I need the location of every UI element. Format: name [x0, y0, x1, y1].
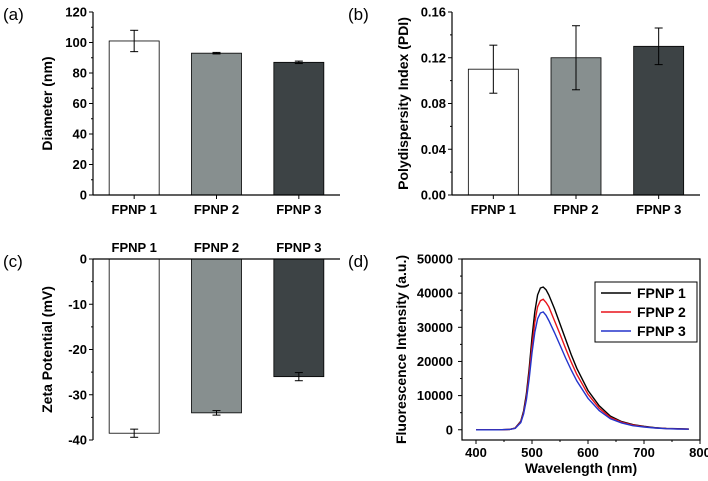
legend-label-1: FPNP 1 — [637, 285, 686, 301]
chart-panel-c: FPNP 1 FPNP 2 FPNP 3 0 -10 -20 -30 -40 Zeta Pote… — [3, 240, 340, 448]
x-tick-label-2: FPNP 2 — [194, 202, 239, 217]
y-tick-label-5: 0.16 — [421, 5, 446, 20]
x-tick-label-2: FPNP 2 — [553, 202, 598, 217]
x-tick-label-4: 700 — [633, 445, 655, 460]
bar-1 — [108, 258, 160, 434]
y-tick-label-2: -10 — [68, 297, 87, 312]
legend-label-3: FPNP 3 — [637, 323, 686, 339]
bar-1 — [108, 40, 160, 196]
chart-panel-d: 400 500 600 700 800 0 10000 20000 30000 40000 5000… — [348, 252, 708, 477]
y-tick-label-6: 50000 — [417, 252, 453, 267]
x-tick-label-1: FPNP 1 — [471, 202, 516, 217]
y-tick-label-3: -20 — [68, 342, 87, 357]
y-axis-title: Zeta Potential (mV) — [39, 286, 55, 413]
x-tick-label-1: FPNP 1 — [112, 240, 157, 255]
y-tick-label-4: 60 — [73, 96, 87, 111]
y-tick-label-5: 80 — [73, 66, 87, 81]
x-tick-label-3: FPNP 3 — [276, 240, 321, 255]
x-tick-label-3: FPNP 3 — [276, 202, 321, 217]
panel-label: (b) — [348, 5, 369, 24]
y-tick-label-2: 20 — [73, 157, 87, 172]
y-axis-title: Fluorescence Intensity (a.u.) — [393, 255, 409, 444]
bar-3 — [273, 258, 325, 378]
y-tick-label-4: -30 — [68, 387, 87, 402]
y-tick-label-1: 0 — [80, 252, 87, 267]
y-tick-label-2: 10000 — [417, 388, 453, 403]
x-tick-label-5: 800 — [689, 445, 708, 460]
y-tick-label-6: 100 — [65, 35, 87, 50]
y-tick-label-3: 20000 — [417, 354, 453, 369]
panel-label: (a) — [3, 5, 24, 24]
bar-2 — [191, 52, 242, 196]
panel-label: (d) — [348, 252, 369, 271]
x-tick-label-2: 500 — [521, 445, 543, 460]
bar-3 — [633, 45, 685, 196]
y-tick-label-2: 0.04 — [421, 142, 447, 157]
plot-frame — [461, 258, 701, 441]
x-tick-label-1: FPNP 1 — [112, 202, 157, 217]
y-tick-label-5: 40000 — [417, 286, 453, 301]
x-axis-title: Wavelength (nm) — [525, 460, 637, 476]
y-tick-label-3: 40 — [73, 127, 87, 142]
chart-panel-a: FPNP 1 FPNP 2 FPNP 3 0 20 40 60 80 100 120 Diamete… — [3, 5, 340, 217]
y-tick-label-1: 0.00 — [421, 188, 446, 203]
y-axis-title: Polydispersity Index (PDI) — [395, 17, 411, 190]
x-tick-label-3: 600 — [577, 445, 599, 460]
y-tick-label-7: 120 — [65, 5, 87, 20]
legend: FPNP 1 FPNP 2 FPNP 3 — [594, 281, 698, 343]
x-tick-label-3: FPNP 3 — [636, 202, 681, 217]
y-tick-label-5: -40 — [68, 433, 87, 448]
bar-2 — [191, 258, 242, 414]
x-tick-label-1: 400 — [465, 445, 487, 460]
y-tick-label-4: 30000 — [417, 320, 453, 335]
y-tick-label-3: 0.08 — [421, 96, 446, 111]
chart-panel-b: FPNP 1 FPNP 2 FPNP 3 0.00 0.04 0.08 0.12 0.16 Po… — [348, 5, 700, 217]
y-tick-label-1: 0 — [80, 188, 87, 203]
legend-label-2: FPNP 2 — [637, 304, 686, 320]
series-line-3 — [476, 311, 689, 431]
y-axis-title: Diameter (nm) — [39, 56, 55, 150]
x-tick-label-2: FPNP 2 — [194, 240, 239, 255]
panel-label: (c) — [3, 252, 23, 271]
y-tick-label-4: 0.12 — [421, 50, 446, 65]
bar-3 — [273, 61, 325, 196]
y-tick-label-1: 0 — [446, 422, 453, 437]
